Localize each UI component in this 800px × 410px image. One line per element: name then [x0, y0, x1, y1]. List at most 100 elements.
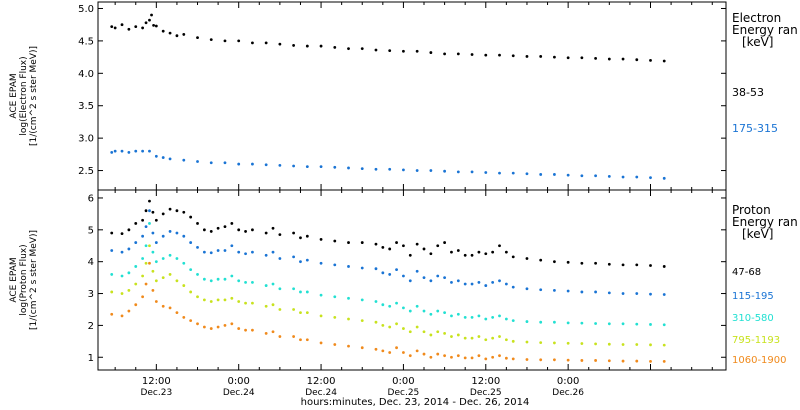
data-point	[408, 253, 412, 257]
x-tick-sublabel: Dec.26	[552, 388, 584, 398]
data-point	[539, 55, 543, 58]
data-point	[566, 321, 570, 325]
data-point	[175, 231, 179, 235]
data-point	[148, 244, 151, 248]
data-point	[244, 230, 247, 233]
data-point	[580, 321, 584, 325]
data-point	[110, 249, 114, 252]
data-point	[422, 309, 426, 313]
data-point	[580, 261, 584, 265]
data-point	[511, 255, 515, 259]
data-point	[127, 151, 131, 154]
data-point	[594, 174, 597, 178]
data-point	[182, 261, 186, 265]
plot-frame	[97, 189, 727, 371]
data-point	[395, 268, 398, 272]
x-tick-label: 0:00	[392, 376, 414, 387]
data-point	[175, 257, 179, 260]
data-point	[148, 222, 151, 225]
data-point	[498, 53, 501, 57]
data-point	[607, 359, 611, 363]
data-point	[305, 234, 309, 238]
y-tick-label: 4.5	[78, 36, 94, 47]
data-point	[189, 268, 193, 272]
data-point	[504, 250, 508, 254]
data-point	[182, 316, 186, 319]
data-point	[580, 342, 584, 345]
data-point	[230, 274, 234, 278]
data-point	[196, 273, 199, 276]
data-point	[127, 288, 131, 292]
data-point	[429, 333, 433, 337]
data-point	[635, 322, 639, 326]
data-point	[566, 289, 570, 293]
data-point	[539, 358, 543, 362]
data-point	[374, 167, 378, 171]
data-point	[621, 343, 625, 346]
y-axis-label-line: log(Proton Flux)	[19, 244, 29, 315]
plot-frame	[97, 1, 727, 191]
data-point	[415, 169, 419, 172]
data-point	[333, 343, 337, 346]
data-point	[450, 355, 453, 359]
data-point	[251, 228, 254, 232]
data-point	[484, 53, 488, 57]
data-point	[388, 304, 392, 308]
data-point	[491, 316, 495, 319]
data-point	[621, 359, 625, 363]
data-point	[443, 276, 447, 280]
legend-entry: 115-195	[732, 291, 774, 302]
data-point	[607, 57, 611, 61]
data-point	[189, 241, 193, 244]
data-point	[305, 311, 309, 315]
data-point	[110, 231, 114, 235]
data-point	[450, 314, 453, 318]
data-point	[120, 292, 124, 295]
data-point	[264, 331, 268, 335]
data-point	[429, 279, 433, 283]
data-point	[110, 290, 114, 294]
data-point	[662, 343, 666, 347]
data-point	[402, 49, 405, 53]
legend-entry: 310-580	[732, 313, 774, 324]
data-point	[120, 232, 124, 236]
data-point	[154, 218, 158, 222]
data-point	[264, 41, 268, 45]
data-point	[161, 29, 165, 33]
data-point	[443, 354, 447, 358]
data-point	[594, 359, 597, 362]
data-point	[450, 335, 453, 338]
data-point	[484, 171, 488, 174]
data-point	[251, 250, 254, 254]
data-point	[635, 292, 639, 295]
y-tick-label: 4	[88, 257, 94, 268]
data-point	[237, 162, 241, 166]
data-point	[607, 174, 611, 178]
data-point	[360, 319, 364, 323]
data-point	[360, 167, 364, 171]
data-point	[223, 161, 227, 165]
data-point	[154, 241, 158, 244]
data-point	[525, 287, 529, 291]
data-point	[196, 322, 199, 326]
data-point	[182, 33, 186, 36]
data-point	[154, 300, 158, 303]
data-point	[402, 274, 405, 278]
data-point	[374, 267, 378, 271]
data-point	[299, 260, 302, 264]
data-point	[463, 282, 467, 286]
data-point	[141, 257, 145, 260]
data-point	[154, 260, 158, 264]
data-point	[209, 300, 213, 303]
data-point	[470, 282, 474, 286]
data-point	[237, 327, 241, 330]
data-point	[237, 39, 241, 43]
data-point	[251, 328, 254, 332]
data-point	[244, 328, 247, 332]
data-point	[649, 292, 652, 296]
data-point	[333, 45, 337, 49]
data-point	[360, 241, 364, 244]
data-point	[120, 149, 124, 153]
data-point	[251, 41, 254, 45]
data-point	[621, 175, 625, 179]
